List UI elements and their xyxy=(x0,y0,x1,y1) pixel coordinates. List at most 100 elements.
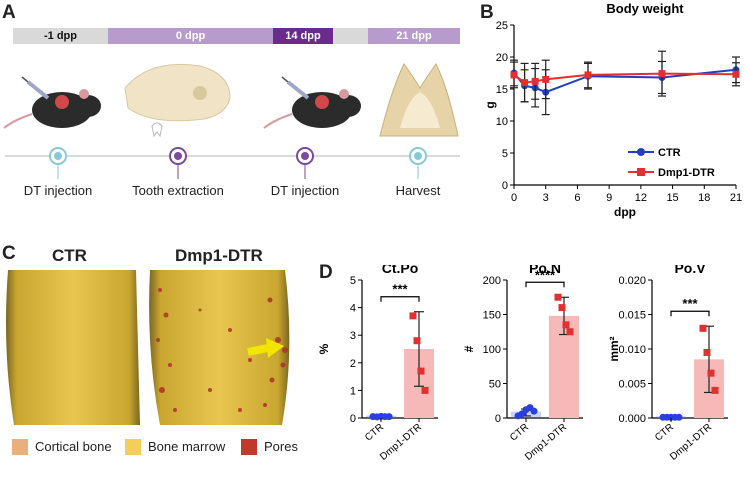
point-Dmp1-DTR xyxy=(562,321,570,329)
significance-stars: *** xyxy=(392,282,408,297)
data-point xyxy=(658,70,666,78)
x-tick-label: CTR xyxy=(653,422,676,444)
significance-bracket xyxy=(670,310,710,317)
bone-render-dmp1-dtr xyxy=(149,270,290,425)
x-tick-label: 9 xyxy=(606,192,612,204)
y-tick-label: 0 xyxy=(350,413,356,425)
panel-letter-c: C xyxy=(2,243,16,264)
y-tick-label: 25 xyxy=(496,20,508,32)
event-label-harvest: Harvest xyxy=(395,183,441,198)
y-tick-label: 0.000 xyxy=(618,413,646,425)
data-point xyxy=(521,79,529,87)
bone-section-illustration xyxy=(379,63,459,137)
point-Dmp1-DTR xyxy=(554,293,562,301)
data-point xyxy=(732,70,740,78)
point-Dmp1-DTR xyxy=(566,328,574,336)
x-axis-label: dpp xyxy=(614,205,636,219)
chart-title-3: Po.V xyxy=(674,265,706,276)
chart-title: Body weight xyxy=(606,1,684,16)
skull-illustration xyxy=(124,63,231,138)
legend-swatch-marrow xyxy=(125,439,141,455)
y-tick-label: 0.020 xyxy=(618,275,646,287)
y-tick-label: 5 xyxy=(502,148,508,160)
point-CTR xyxy=(675,413,683,421)
legend-label-cortical: Cortical bone xyxy=(35,439,112,454)
x-tick-label: 12 xyxy=(635,192,647,204)
y-tick-label: 5 xyxy=(350,275,356,287)
data-point xyxy=(531,77,539,85)
y-tick-label: 4 xyxy=(350,303,356,315)
x-tick-label: 3 xyxy=(543,192,549,204)
point-Dmp1-DTR xyxy=(703,348,711,356)
y-tick-label: 0.010 xyxy=(618,344,646,356)
y-tick-label: 0.015 xyxy=(618,310,646,322)
timeline-segment-0: 0 dpp xyxy=(108,28,273,44)
point-Dmp1-DTR xyxy=(409,312,417,320)
panel-letter-b: B xyxy=(480,2,494,23)
point-Dmp1-DTR xyxy=(558,304,566,312)
y-tick-label: 3 xyxy=(350,330,356,342)
timeline-segment-minus1: -1 dpp xyxy=(13,28,108,44)
x-tick-label: Dmp1-DTR xyxy=(668,422,714,463)
y-tick-label: 15 xyxy=(496,84,508,96)
y-tick-label: 100 xyxy=(483,344,501,356)
event-dot-4 xyxy=(409,147,427,179)
chart-title-2: Po.N xyxy=(529,265,561,276)
chart-title-1: Ct.Po xyxy=(382,265,419,276)
point-Dmp1-DTR xyxy=(417,367,425,375)
point-Dmp1-DTR xyxy=(699,324,707,332)
render-title-dmp1: Dmp1-DTR xyxy=(175,246,263,265)
x-tick-label: 18 xyxy=(698,192,710,204)
point-CTR xyxy=(530,407,538,415)
timeline-segment-21: 21 dpp xyxy=(368,28,460,44)
bone-renders xyxy=(6,270,290,425)
event-label-tooth-extraction: Tooth extraction xyxy=(132,183,224,198)
legend-swatch-pores xyxy=(241,439,257,455)
x-tick-label: Dmp1-DTR xyxy=(378,422,424,463)
significance-bracket xyxy=(380,296,420,302)
x-tick-label: 6 xyxy=(574,192,580,204)
point-CTR xyxy=(385,413,393,421)
event-dot-1 xyxy=(49,147,67,179)
render-title-ctr: CTR xyxy=(52,246,87,265)
significance-stars: *** xyxy=(682,296,698,311)
y-tick-label: 2 xyxy=(350,358,356,370)
y-tick-label: 50 xyxy=(489,379,501,391)
panel-letter-a: A xyxy=(2,2,16,23)
po-v-chart: Po.V 0.000 0.005 0.010 0.015 0.020 mm² CTRDmp1-… xyxy=(607,265,728,463)
legend-marker-1 xyxy=(637,168,645,176)
y-tick-label: 200 xyxy=(483,275,501,287)
legend-swatch-cortical xyxy=(12,439,28,455)
point-Dmp1-DTR xyxy=(421,386,429,394)
event-dot-2 xyxy=(169,147,187,179)
y-axis-label: # xyxy=(462,345,476,352)
x-tick-label: 0 xyxy=(511,192,517,204)
y-tick-label: 0 xyxy=(495,413,501,425)
timeline-illustrations xyxy=(3,63,459,138)
arrow-icon xyxy=(247,338,284,358)
point-Dmp1-DTR xyxy=(711,386,719,394)
body-weight-chart: Body weight 0 5 10 15 20 25 0 3 6 9 12 15 18 21 dpp g CTR… xyxy=(483,1,742,219)
y-axis-label: % xyxy=(317,343,331,354)
mouse-illustration-2 xyxy=(263,76,361,129)
point-Dmp1-DTR xyxy=(413,337,421,345)
y-tick-label: 0 xyxy=(502,180,508,192)
event-dot-3 xyxy=(296,147,314,179)
y-tick-label: 0.005 xyxy=(618,379,646,391)
bone-render-ctr xyxy=(6,270,140,425)
y-tick-label: 1 xyxy=(350,385,356,397)
mouse-illustration-1 xyxy=(3,76,101,129)
y-axis-label: mm² xyxy=(607,336,621,361)
timeline-segment-14: 14 dpp xyxy=(273,28,333,44)
y-tick-label: 10 xyxy=(496,116,508,128)
timeline-axis xyxy=(5,147,460,179)
x-tick-label: 15 xyxy=(666,192,678,204)
significance-stars: **** xyxy=(535,267,556,282)
point-Dmp1-DTR xyxy=(707,369,715,377)
event-label-dt-injection-1: DT injection xyxy=(23,183,93,198)
event-label-dt-injection-2: DT injection xyxy=(270,183,340,198)
legend-label-1: Dmp1-DTR xyxy=(658,167,715,179)
legend-label-marrow: Bone marrow xyxy=(148,439,226,454)
x-tick-label: CTR xyxy=(363,422,386,444)
